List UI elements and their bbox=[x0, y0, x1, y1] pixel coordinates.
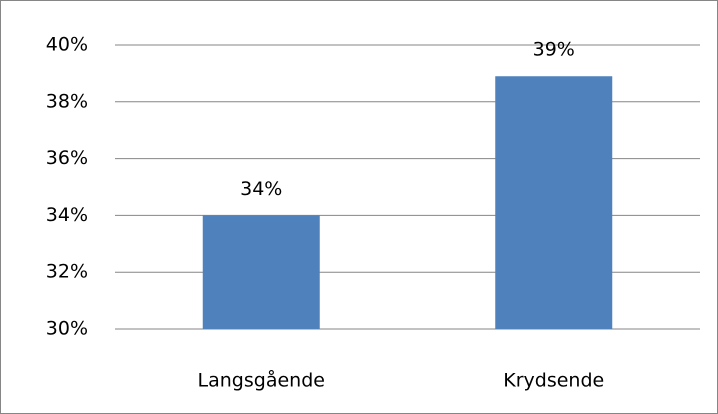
x-tick-label: Langsgående bbox=[198, 369, 325, 392]
y-tick-label: 34% bbox=[46, 204, 88, 226]
bar bbox=[495, 76, 613, 330]
y-tick-label: 38% bbox=[46, 90, 88, 112]
y-tick-label: 32% bbox=[46, 261, 88, 283]
y-tick-label: 36% bbox=[46, 147, 88, 169]
bar bbox=[202, 215, 320, 329]
y-tick-label: 30% bbox=[46, 318, 88, 340]
data-label: 39% bbox=[533, 39, 575, 61]
x-tick-label: Krydsende bbox=[503, 370, 604, 392]
data-label: 34% bbox=[240, 178, 282, 200]
y-tick-label: 40% bbox=[46, 34, 88, 56]
